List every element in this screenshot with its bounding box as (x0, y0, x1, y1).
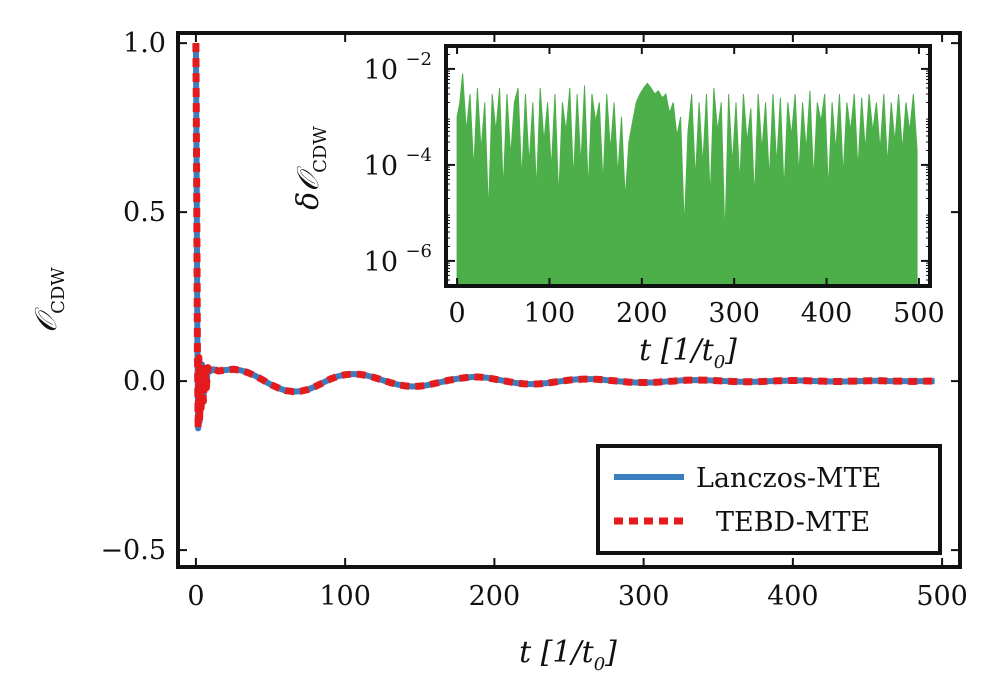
main-x-tick-label: 400 (767, 581, 819, 612)
main-x-tick-label: 200 (469, 581, 521, 612)
main-y-tick-label: 0.0 (123, 366, 166, 397)
inset-x-tick-label: 400 (801, 298, 853, 329)
inset-y-tick-exponent: −6 (405, 241, 432, 262)
inset-x-axis-label: t [1/t0] (639, 333, 737, 373)
main-y-tick-label: −0.5 (100, 535, 166, 566)
legend-box (596, 444, 942, 555)
inset-x-tick-label: 0 (448, 298, 465, 329)
inset-x-tick-label: 500 (893, 298, 945, 329)
series-line-tebd (192, 43, 935, 432)
legend-label-tebd: TEBD-MTE (716, 507, 870, 538)
inset-y-tick-exponent: −4 (405, 145, 432, 166)
legend: Lanczos-MTE TEBD-MTE (596, 444, 942, 555)
inset-error-area (456, 73, 918, 287)
inset-y-tick-label: 10 (364, 247, 398, 278)
inset-x-tick-label: 100 (524, 298, 576, 329)
inset-plot-border (444, 44, 932, 288)
main-axis-ticks: 0 100 200 300 400 500−0.50.00.51.0 (100, 28, 967, 612)
main-y-tick-label: 1.0 (123, 28, 166, 59)
main-x-tick-label: 100 (319, 581, 371, 612)
main-x-tick-label: 500 (916, 581, 968, 612)
inset-y-tick-exponent: −2 (405, 49, 432, 70)
main-x-axis-label: t [1/t0] (519, 635, 617, 675)
main-y-axis-label: 𝒪CDW (29, 267, 69, 333)
main-x-tick-label: 300 (618, 581, 670, 612)
inset-axis-ticks: 0 100 200 300 400 500 10 −2 10 −4 10 −6 (364, 45, 945, 329)
inset-y-tick-label: 10 (364, 55, 398, 86)
inset-series-group (456, 73, 918, 287)
main-x-tick-label: 0 (187, 581, 204, 612)
main-series-group (192, 43, 935, 432)
inset-y-tick-label: 10 (364, 151, 398, 182)
main-y-tick-label: 0.5 (123, 197, 166, 228)
inset-x-tick-label: 300 (708, 298, 760, 329)
legend-label-lanczos: Lanczos-MTE (696, 463, 881, 494)
inset-x-tick-label: 200 (616, 298, 668, 329)
